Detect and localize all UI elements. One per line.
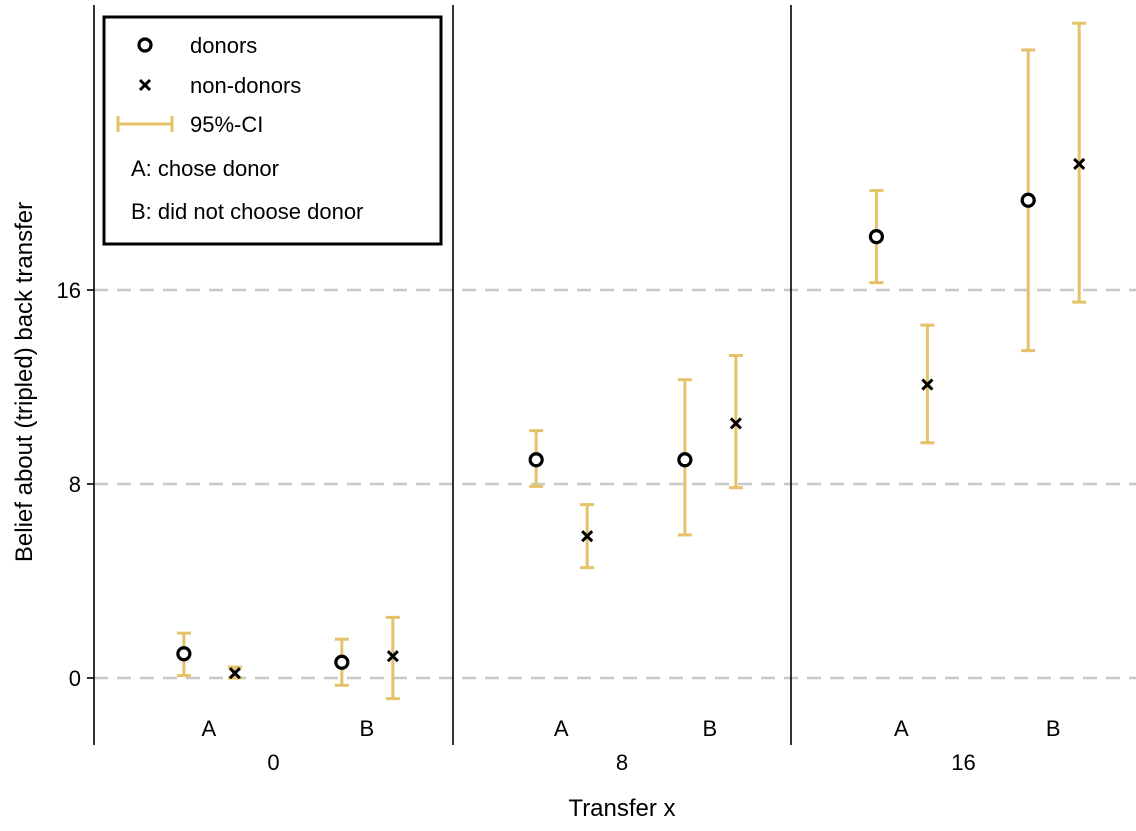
- legend-symbol-non-donors: [138, 78, 152, 92]
- legend-label-ci: 95%-CI: [190, 112, 263, 137]
- legend-label-donors: donors: [190, 33, 257, 58]
- legend-label-non-donors: non-donors: [190, 73, 301, 98]
- panel-tick-label: 8: [616, 750, 628, 775]
- y-tick-label: 16: [57, 278, 81, 303]
- group-tick-label: B: [1046, 716, 1061, 741]
- point-donors: [868, 229, 885, 245]
- legend-note-a: A: chose donor: [131, 156, 279, 181]
- gridlines: [94, 288, 1136, 680]
- group-tick-label: A: [202, 716, 217, 741]
- y-tick-label: 0: [69, 666, 81, 691]
- data-markers: [176, 157, 1086, 680]
- group-tick-label: A: [894, 716, 909, 741]
- group-tick-label: B: [359, 716, 374, 741]
- y-axis-title: Belief about (tripled) back transfer: [11, 202, 38, 562]
- legend: donors non-donors 95%-CI A: chose donor …: [102, 15, 443, 246]
- point-donors: [176, 646, 192, 662]
- legend-note-b: B: did not choose donor: [131, 199, 363, 224]
- point-non-donors: [921, 378, 934, 391]
- point-donors: [334, 654, 350, 670]
- panel-separators: [93, 5, 792, 745]
- panel-tick-label: 0: [267, 750, 279, 775]
- point-non-donors: [1073, 157, 1086, 170]
- legend-symbol-ci: [116, 116, 174, 132]
- tick-labels: 0 8 16 A B 0 A B 8 A B 16: [57, 278, 1061, 775]
- panel-tick-label: 16: [951, 750, 975, 775]
- point-non-donors: [581, 530, 594, 543]
- point-donors: [1020, 192, 1036, 208]
- point-donors: [677, 452, 693, 468]
- group-tick-label: A: [554, 716, 569, 741]
- legend-symbol-donors: [137, 37, 153, 53]
- x-axis-title: Transfer x: [568, 795, 675, 822]
- point-donors: [528, 452, 544, 468]
- point-non-donors: [729, 417, 742, 430]
- y-tick-label: 8: [69, 472, 81, 497]
- point-non-donors: [228, 667, 241, 680]
- legend-box: [102, 15, 443, 246]
- group-tick-label: B: [703, 716, 718, 741]
- point-non-donors: [386, 650, 399, 663]
